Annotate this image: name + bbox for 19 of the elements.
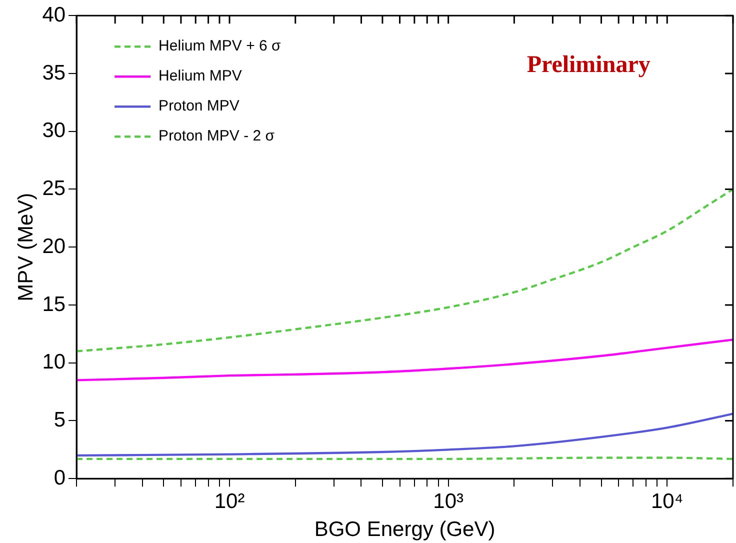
legend-label: Helium MPV: [158, 68, 242, 85]
y-tick-label: 20: [42, 234, 66, 258]
y-tick-label: 15: [42, 292, 66, 316]
y-tick-label: 5: [54, 408, 66, 432]
y-tick-label: 25: [42, 177, 66, 200]
y-tick-label: 30: [42, 119, 66, 142]
y-tick-label: 40: [42, 3, 66, 26]
y-axis-title: MPV (MeV): [14, 192, 38, 302]
x-axis-title: BGO Energy (GeV): [314, 518, 496, 542]
legend-label: Helium MPV + 6 σ: [158, 38, 282, 55]
x-tick-label: 10⁴: [650, 490, 684, 513]
legend-label: Proton MPV: [158, 98, 240, 115]
y-tick-label: 35: [42, 61, 66, 84]
annotation: Preliminary: [526, 52, 650, 78]
y-tick-label: 0: [54, 466, 66, 490]
x-tick-label: 10³: [433, 490, 464, 513]
x-tick-label: 10²: [214, 490, 245, 513]
y-tick-label: 10: [42, 350, 66, 374]
legend-label: Proton MPV - 2 σ: [158, 128, 276, 145]
